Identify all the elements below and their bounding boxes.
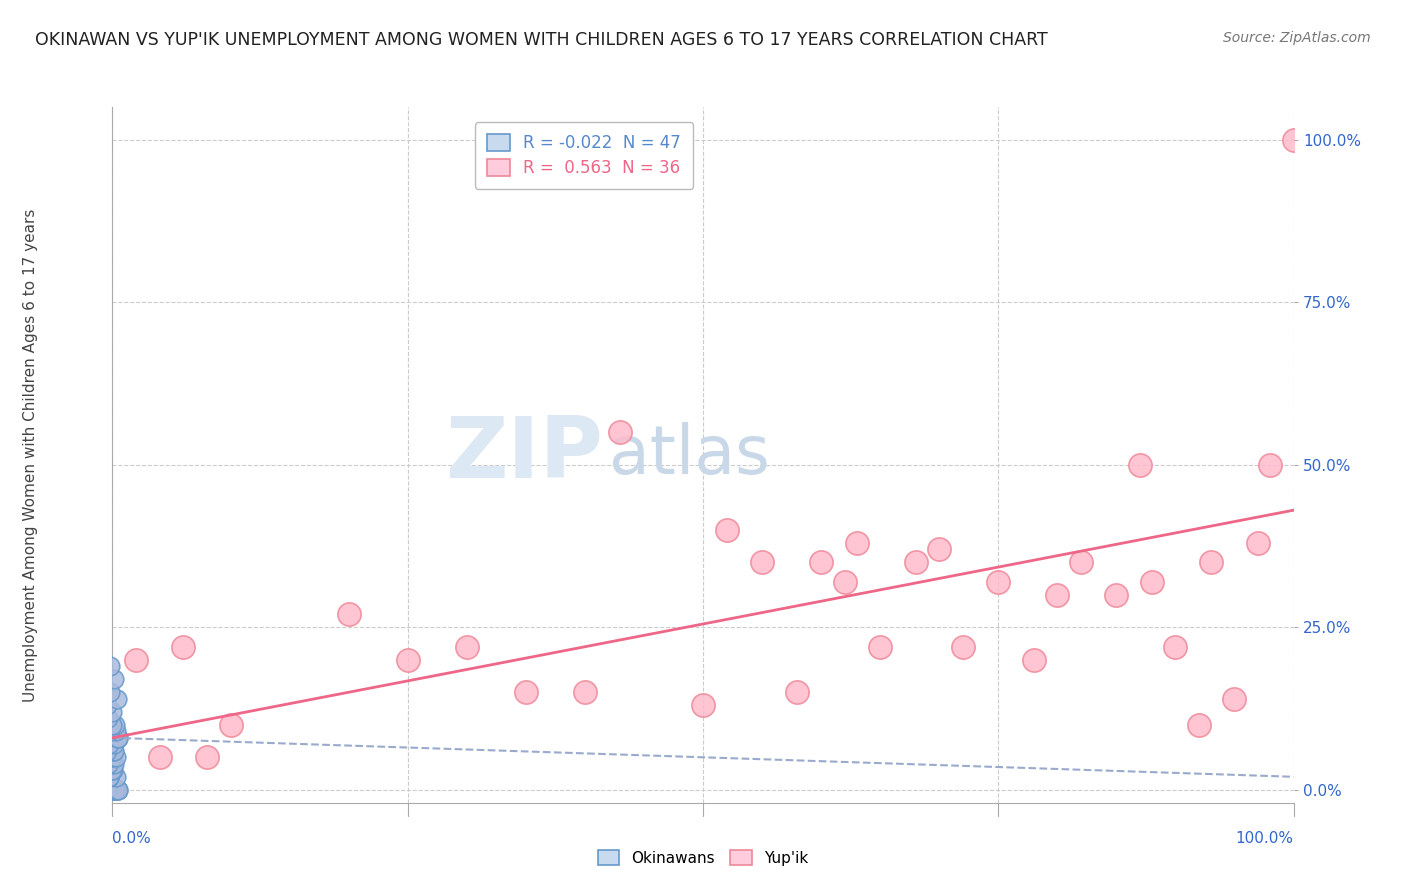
Point — [105, 782, 128, 797]
Text: ZIP: ZIP — [444, 413, 603, 497]
Point — [107, 782, 129, 797]
Point — [105, 724, 128, 739]
Point — [149, 750, 172, 764]
Point — [456, 640, 478, 654]
Point — [97, 718, 120, 732]
Point — [219, 718, 242, 732]
Point — [103, 782, 125, 797]
Point — [97, 770, 120, 784]
Point — [98, 724, 121, 739]
Point — [515, 685, 537, 699]
Point — [1070, 555, 1092, 569]
Point — [172, 640, 194, 654]
Point — [869, 640, 891, 654]
Point — [103, 744, 125, 758]
Point — [103, 737, 125, 751]
Point — [101, 705, 124, 719]
Point — [1129, 458, 1152, 472]
Point — [96, 744, 118, 758]
Point — [97, 744, 120, 758]
Point — [103, 756, 125, 771]
Point — [98, 770, 121, 784]
Point — [101, 750, 124, 764]
Point — [1247, 535, 1270, 549]
Point — [96, 698, 118, 713]
Point — [97, 737, 120, 751]
Text: Unemployment Among Women with Children Ages 6 to 17 years: Unemployment Among Women with Children A… — [24, 208, 38, 702]
Point — [1164, 640, 1187, 654]
Point — [987, 574, 1010, 589]
Point — [751, 555, 773, 569]
Point — [97, 770, 120, 784]
Point — [609, 425, 631, 439]
Legend: Okinawans, Yup'ik: Okinawans, Yup'ik — [592, 844, 814, 871]
Point — [952, 640, 974, 654]
Point — [904, 555, 927, 569]
Point — [574, 685, 596, 699]
Point — [107, 731, 129, 745]
Text: OKINAWAN VS YUP'IK UNEMPLOYMENT AMONG WOMEN WITH CHILDREN AGES 6 TO 17 YEARS COR: OKINAWAN VS YUP'IK UNEMPLOYMENT AMONG WO… — [35, 31, 1047, 49]
Point — [97, 782, 120, 797]
Point — [101, 744, 124, 758]
Point — [337, 607, 360, 622]
Text: Source: ZipAtlas.com: Source: ZipAtlas.com — [1223, 31, 1371, 45]
Point — [98, 764, 121, 778]
Point — [98, 756, 121, 771]
Text: atlas: atlas — [609, 422, 769, 488]
Point — [104, 718, 127, 732]
Point — [103, 672, 125, 686]
Point — [1258, 458, 1281, 472]
Point — [1282, 132, 1305, 146]
Point — [716, 523, 738, 537]
Point — [1199, 555, 1222, 569]
Point — [97, 782, 120, 797]
Point — [107, 731, 129, 745]
Point — [100, 718, 122, 732]
Point — [100, 750, 122, 764]
Point — [98, 685, 121, 699]
Point — [195, 750, 218, 764]
Point — [105, 770, 128, 784]
Point — [100, 782, 122, 797]
Point — [1188, 718, 1211, 732]
Point — [104, 782, 127, 797]
Point — [101, 764, 124, 778]
Point — [125, 653, 148, 667]
Point — [96, 782, 118, 797]
Point — [103, 782, 125, 797]
Point — [104, 750, 127, 764]
Point — [98, 750, 121, 764]
Point — [104, 782, 127, 797]
Point — [810, 555, 832, 569]
Point — [96, 731, 118, 745]
Point — [1105, 588, 1128, 602]
Point — [1223, 691, 1246, 706]
Point — [1022, 653, 1045, 667]
Point — [97, 711, 120, 725]
Point — [1140, 574, 1163, 589]
Point — [692, 698, 714, 713]
Point — [98, 659, 121, 673]
Point — [100, 764, 122, 778]
Point — [834, 574, 856, 589]
Text: 0.0%: 0.0% — [112, 830, 152, 846]
Point — [96, 782, 118, 797]
Point — [105, 691, 128, 706]
Point — [1046, 588, 1069, 602]
Point — [97, 756, 120, 771]
Point — [107, 782, 129, 797]
Text: 100.0%: 100.0% — [1236, 830, 1294, 846]
Point — [845, 535, 868, 549]
Point — [396, 653, 419, 667]
Point — [786, 685, 808, 699]
Point — [928, 542, 950, 557]
